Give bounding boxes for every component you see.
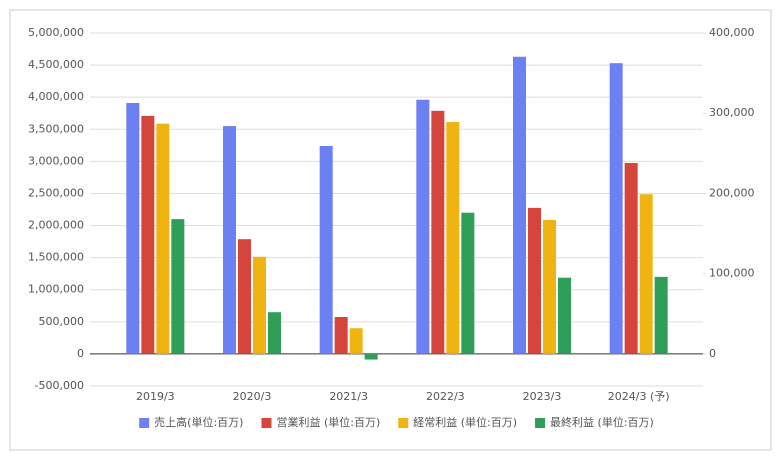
bar [543,219,556,354]
chart-frame [9,9,772,451]
y-tick-label: 1,500,000 [28,251,84,264]
bar [141,115,155,354]
bar [364,353,378,360]
bar [268,312,281,354]
bar [156,123,170,354]
y2-tick-label: 300,000 [709,106,755,119]
y2-tick-label: 100,000 [709,267,755,280]
bar [334,317,348,354]
y2-tick-label: 400,000 [709,26,755,39]
y-tick-label: -500,000 [35,379,84,392]
y2-tick-label: 200,000 [709,186,755,199]
legend-swatch [398,418,409,428]
y-tick-label: 2,000,000 [28,219,84,232]
y-tick-label: 2,500,000 [28,186,84,199]
legend-swatch [261,418,272,428]
bar [349,328,363,354]
bar [238,239,251,354]
y-tick-label: 3,500,000 [28,122,84,135]
y-tick-label: 4,500,000 [28,58,84,71]
y-tick-label: 1,000,000 [28,283,84,296]
bar [223,126,236,354]
bar [624,162,638,354]
x-tick-label: 2021/3 [329,390,368,403]
x-tick-label: 2023/3 [523,390,562,403]
bar [171,219,185,354]
y2-tick-label: 0 [709,347,716,360]
bar [528,207,541,354]
bar [446,122,460,354]
y-tick-label: 5,000,000 [28,26,84,39]
legend-swatch [535,418,546,428]
bar [461,212,475,354]
y-tick-label: 0 [77,347,84,360]
x-tick-label: 2019/3 [136,390,175,403]
y-tick-label: 500,000 [39,315,85,328]
y-tick-label: 4,000,000 [28,90,84,103]
bar [639,194,653,354]
y-tick-label: 3,000,000 [28,154,84,167]
legend-label: 最終利益 (単位:百万) [550,415,654,429]
bar [654,276,668,354]
legend-swatch [139,418,150,428]
bar [416,99,430,354]
bar [513,56,526,354]
bar [558,277,571,354]
x-tick-label: 2020/3 [233,390,272,403]
bar [253,256,266,354]
bar [126,102,140,354]
x-tick-label: 2022/3 [426,390,465,403]
legend-label: 経常利益 (単位:百万) [413,415,517,429]
bar [319,145,333,354]
bar [609,63,623,354]
x-tick-label: 2024/3 (予) [608,390,670,403]
bar [431,110,445,354]
legend-label: 営業利益 (単位:百万) [276,415,380,429]
legend-label: 売上高(単位:百万) [154,415,243,429]
